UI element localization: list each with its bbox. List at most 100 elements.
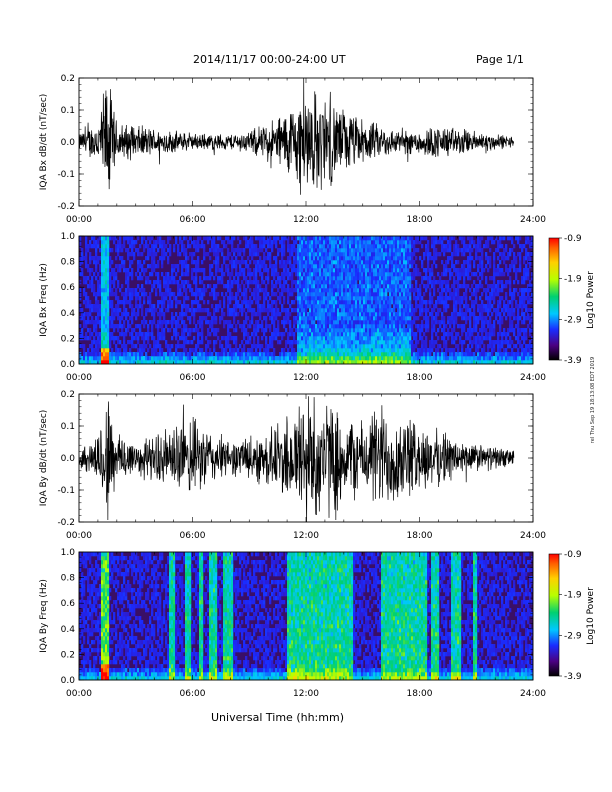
spectrogram-cell: [379, 320, 382, 325]
spectrogram-cell: [81, 248, 84, 253]
spectrogram-cell: [403, 320, 406, 325]
spectrogram-cell: [285, 288, 288, 293]
spectrogram-cell: [313, 340, 316, 345]
spectrogram-cell: [169, 348, 172, 353]
spectrogram-cell: [339, 336, 342, 341]
spectrogram-cell: [399, 312, 402, 317]
spectrogram-cell: [89, 356, 92, 361]
spectrogram-cell: [389, 320, 392, 325]
spectrogram-cell: [137, 276, 140, 281]
spectrogram-cell: [365, 360, 368, 365]
spectrogram-cell: [179, 352, 182, 357]
spectrogram-cell: [261, 336, 264, 341]
spectrogram-cell: [477, 240, 480, 245]
spectrogram-cell: [329, 276, 332, 281]
spectrogram-cell: [153, 256, 156, 261]
spectrogram-cell: [385, 336, 388, 341]
spectrogram-cell: [85, 332, 88, 337]
spectrogram-cell: [339, 328, 342, 333]
spectrogram-cell: [431, 236, 434, 241]
spectrogram-cell: [321, 272, 324, 277]
spectrogram-cell: [279, 332, 282, 337]
spectrogram-cell: [257, 300, 260, 305]
spectrogram-cell: [469, 312, 472, 317]
spectrogram-cell: [245, 356, 248, 361]
spectrogram-cell: [387, 248, 390, 253]
spectrogram-cell: [387, 304, 390, 309]
spectrogram-cell: [447, 348, 450, 353]
spectrogram-cell: [313, 296, 316, 301]
spectrogram-cell: [113, 280, 116, 285]
spectrogram-cell: [401, 324, 404, 329]
spectrogram-cell: [83, 336, 86, 341]
spectrogram-cell: [127, 248, 130, 253]
spectrogram-cell: [107, 296, 110, 301]
spectrogram-cell: [383, 356, 386, 361]
spectrogram-cell: [225, 352, 228, 357]
spectrogram-cell: [387, 284, 390, 289]
spectrogram-cell: [345, 276, 348, 281]
spectrogram-cell: [93, 352, 96, 357]
spectrogram-cell: [355, 264, 358, 269]
spectrogram-cell: [475, 256, 478, 261]
spectrogram-cell: [407, 340, 410, 345]
spectrogram-cell: [293, 308, 296, 313]
spectrogram-cell: [281, 308, 284, 313]
spectrogram-cell: [229, 240, 232, 245]
spectrogram-cell: [447, 296, 450, 301]
spectrogram-cell: [163, 276, 166, 281]
spectrogram-cell: [403, 300, 406, 305]
spectrogram-cell: [337, 288, 340, 293]
spectrogram-cell: [275, 264, 278, 269]
spectrogram-cell: [351, 348, 354, 353]
spectrogram-cell: [459, 340, 462, 345]
spectrogram-cell: [279, 296, 282, 301]
spectrogram-cell: [123, 260, 126, 265]
spectrogram-cell: [85, 280, 88, 285]
spectrogram-cell: [303, 244, 306, 249]
spectrogram-cell: [147, 328, 150, 333]
spectrogram-cell: [441, 272, 444, 277]
spectrogram-cell: [359, 288, 362, 293]
spectrogram-cell: [431, 272, 434, 277]
spectrogram-cell: [109, 316, 112, 321]
spectrogram-cell: [129, 332, 132, 337]
spectrogram-cell: [283, 308, 286, 313]
spectrogram-cell: [177, 324, 180, 329]
spectrogram-cell: [409, 256, 412, 261]
spectrogram-cell: [453, 308, 456, 313]
spectrogram-cell: [215, 284, 218, 289]
spectrogram-cell: [435, 240, 438, 245]
spectrogram-cell: [419, 308, 422, 313]
spectrogram-cell: [299, 260, 302, 265]
spectrogram-cell: [219, 276, 222, 281]
spectrogram-cell: [333, 348, 336, 353]
spectrogram-cell: [339, 312, 342, 317]
spectrogram-cell: [445, 356, 448, 361]
spectrogram-cell: [413, 288, 416, 293]
spectrogram-cell: [173, 276, 176, 281]
spectrogram-cell: [363, 360, 366, 365]
spectrogram-cell: [107, 292, 110, 297]
spectrogram-cell: [391, 308, 394, 313]
spectrogram-cell: [463, 244, 466, 249]
spectrogram-cell: [473, 240, 476, 245]
spectrogram-cell: [157, 312, 160, 317]
spectrogram-cell: [175, 312, 178, 317]
spectrogram-cell: [379, 244, 382, 249]
spectrogram-cell: [419, 336, 422, 341]
spectrogram-cell: [249, 276, 252, 281]
spectrogram-cell: [467, 304, 470, 309]
spectrogram-cell: [367, 288, 370, 293]
spectrogram-cell: [483, 344, 486, 349]
spectrogram-cell: [121, 316, 124, 321]
spectrogram-cell: [231, 260, 234, 265]
spectrogram-cell: [445, 360, 448, 365]
spectrogram-cell: [367, 292, 370, 297]
spectrogram-cell: [479, 280, 482, 285]
spectrogram-cell: [337, 348, 340, 353]
spectrogram-cell: [389, 308, 392, 313]
spectrogram-cell: [415, 340, 418, 345]
spectrogram-cell: [401, 296, 404, 301]
spectrogram-cell: [455, 240, 458, 245]
